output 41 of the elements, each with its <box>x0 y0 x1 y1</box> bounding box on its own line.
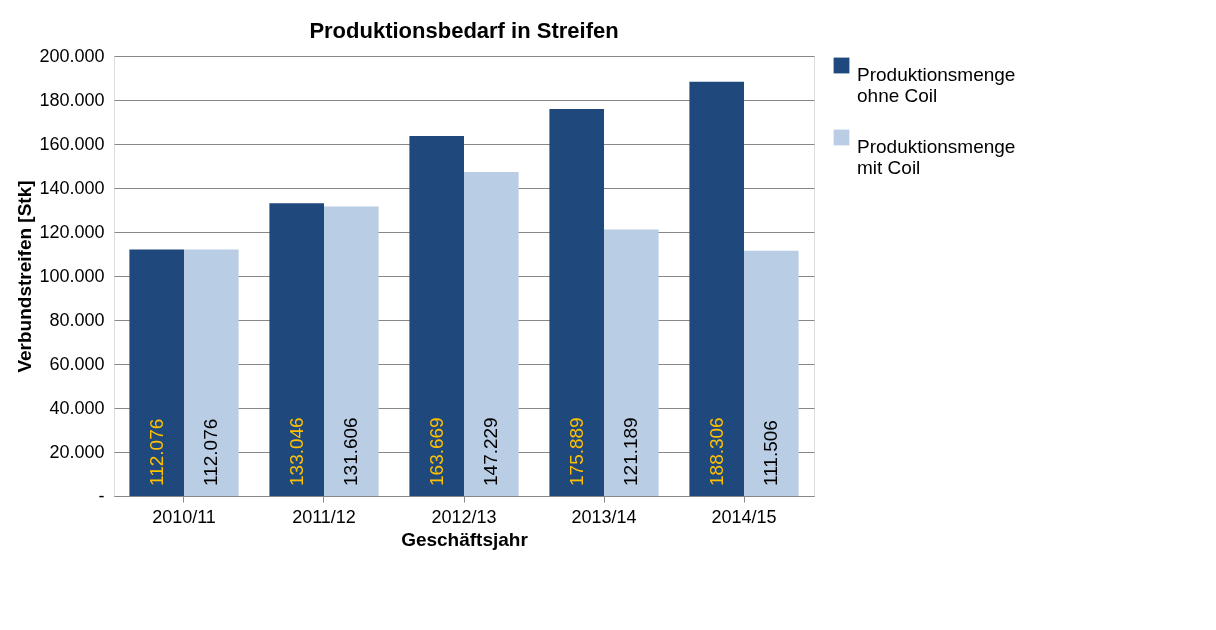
bar <box>129 249 184 496</box>
data-label: 133.046 <box>285 417 307 486</box>
y-tick-label: 20.000 <box>49 441 105 462</box>
data-label: 131.606 <box>340 417 362 486</box>
x-axis-title: Geschäftsjahr <box>401 528 529 550</box>
bar <box>269 203 324 496</box>
data-label: 163.669 <box>425 417 447 486</box>
data-label: 121.189 <box>620 417 642 486</box>
y-tick-label: 40.000 <box>49 397 105 418</box>
y-tick-label: 100.000 <box>39 265 105 286</box>
x-tick-label: 2011/12 <box>292 506 356 527</box>
x-tick-label: 2012/13 <box>431 506 497 527</box>
y-tick-label: - <box>98 485 105 506</box>
y-tick-label: 140.000 <box>39 177 105 198</box>
y-tick-label: 120.000 <box>39 221 105 242</box>
data-label: 147.229 <box>480 417 502 486</box>
bar <box>604 229 659 496</box>
x-tick-label: 2010/11 <box>152 506 216 527</box>
data-label: 112.076 <box>200 418 222 486</box>
bar <box>409 135 464 496</box>
data-label: 188.306 <box>705 417 727 486</box>
y-tick-label: 80.000 <box>49 309 105 330</box>
bar <box>324 206 379 496</box>
y-axis-title: Verbundstreifen [Stk] <box>14 180 36 373</box>
bar <box>689 81 744 496</box>
x-tick-label: 2013/14 <box>571 506 637 527</box>
legend-label: Produktionsmenge mit Coil <box>857 135 1016 178</box>
y-tick-label: 200.000 <box>39 45 105 66</box>
x-tick-label: 2014/15 <box>711 506 777 527</box>
bar <box>184 249 239 496</box>
bar <box>464 172 519 496</box>
y-tick-label: 180.000 <box>39 89 105 110</box>
y-tick-label: 60.000 <box>49 353 105 374</box>
data-label: 175.889 <box>565 417 587 486</box>
data-label: 112.076 <box>145 418 167 486</box>
y-tick-label: 160.000 <box>39 133 105 154</box>
data-label: 111.506 <box>760 420 782 486</box>
chart-title: Produktionsbedarf in Streifen <box>309 18 619 43</box>
bar <box>549 109 604 496</box>
bar <box>744 250 799 496</box>
legend-label: Produktionsmenge ohne Coil <box>857 63 1016 106</box>
